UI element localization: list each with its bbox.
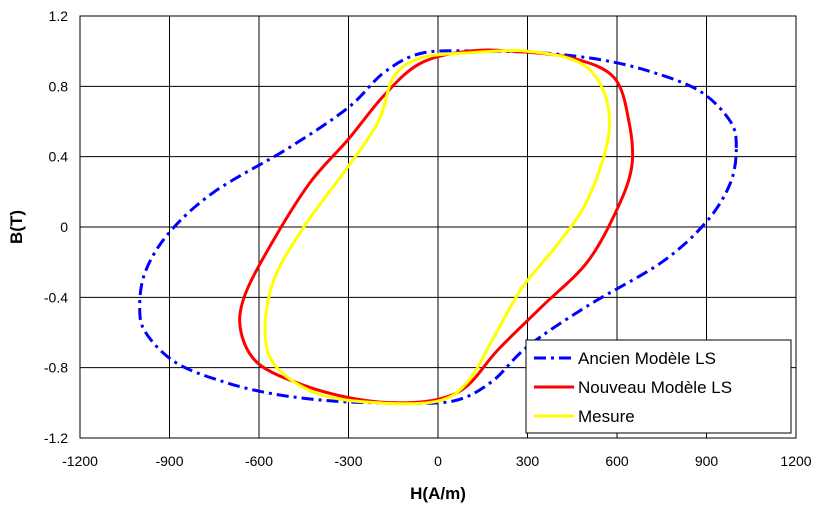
x-tick-label: 0 <box>434 453 442 469</box>
x-tick-label: 900 <box>695 453 719 469</box>
y-tick-label: 1.2 <box>49 8 69 24</box>
y-axis-title: B(T) <box>7 210 26 244</box>
series-line-3 <box>263 49 612 406</box>
y-tick-label: -1.2 <box>44 430 68 446</box>
x-tick-label: -300 <box>334 453 362 469</box>
x-axis-title: H(A/m) <box>410 484 466 503</box>
y-tick-label: -0.4 <box>44 289 68 305</box>
y-tick-label: 0.8 <box>49 78 69 94</box>
y-tick-label: 0 <box>60 219 68 235</box>
y-tick-labels: 1.2 0.8 0.4 0 -0.4 -0.8 -1.2 <box>44 8 68 446</box>
legend-label-3: Mesure <box>578 407 635 426</box>
x-tick-label: 600 <box>605 453 629 469</box>
curves <box>138 48 738 406</box>
y-tick-label: 0.4 <box>49 149 69 165</box>
x-tick-labels: -1200 -900 -600 -300 0 300 600 900 1200 <box>62 453 812 469</box>
legend: Ancien Modèle LS Nouveau Modèle LS Mesure <box>525 339 792 434</box>
series-line-1 <box>138 49 738 405</box>
x-tick-label: 1200 <box>780 453 811 469</box>
legend-label-2: Nouveau Modèle LS <box>578 378 732 397</box>
x-tick-label: 300 <box>516 453 540 469</box>
legend-label-1: Ancien Modèle LS <box>578 349 716 368</box>
y-tick-label: -0.8 <box>44 360 68 376</box>
x-tick-label: -900 <box>155 453 183 469</box>
x-tick-label: -600 <box>245 453 273 469</box>
x-tick-label: -1200 <box>62 453 98 469</box>
